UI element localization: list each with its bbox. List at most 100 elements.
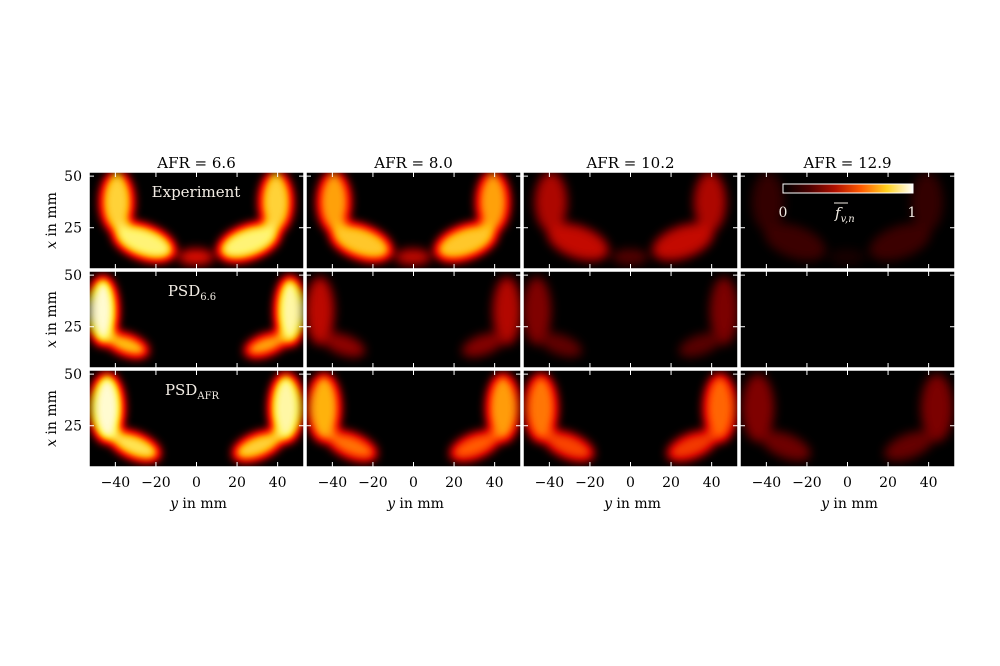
x-tick-label: 0: [626, 475, 635, 491]
y-axis-label: x in mm: [44, 192, 60, 249]
heat-layer: [740, 271, 955, 368]
heat-field: [89, 370, 304, 467]
heat-layer: [306, 271, 521, 368]
heatmap-panel: [522, 369, 739, 468]
x-tick-label: 40: [920, 475, 938, 491]
heat-layer: [740, 370, 955, 467]
heat-blob: [477, 172, 509, 232]
heat-field: [306, 172, 521, 269]
heat-blob: [260, 172, 292, 232]
heat-layer: [523, 370, 738, 467]
heat-blob: [764, 223, 826, 261]
heat-blob: [757, 332, 799, 358]
heat-blob: [540, 332, 582, 358]
x-tick-label: 40: [703, 475, 721, 491]
heat-blob: [450, 431, 500, 461]
heatmap-panel: [739, 270, 956, 369]
heat-blob: [91, 374, 123, 442]
heat-layer: [89, 271, 304, 368]
heatmap-panel: [88, 369, 305, 468]
heat-blob: [761, 431, 811, 461]
heat-layer: [306, 172, 521, 269]
x-axis-label: y in mm: [386, 496, 444, 512]
heatmap-panel: [305, 369, 522, 468]
y-tick-label: 25: [64, 419, 82, 435]
heatmap-panel: [522, 270, 739, 369]
heat-blob: [306, 277, 334, 345]
column-title: AFR = 12.9: [802, 154, 891, 172]
panel-frame: [522, 270, 739, 369]
heat-blob: [435, 223, 497, 261]
heat-blob: [218, 223, 280, 261]
y-tick-label: 50: [64, 367, 82, 383]
row-label: PSD6.6: [168, 282, 216, 303]
x-tick-label: 20: [228, 475, 246, 491]
heatmap-panel: [305, 270, 522, 369]
heat-blob: [896, 332, 938, 358]
heat-field: [89, 172, 304, 269]
heat-field: [523, 172, 738, 269]
x-axis-label: y in mm: [169, 496, 227, 512]
colorbar: 0 1 fv,n: [779, 183, 916, 225]
heat-blob: [318, 172, 350, 232]
heat-blob: [233, 431, 283, 461]
heat-field: [306, 271, 521, 368]
panel-frame: [88, 270, 305, 369]
heat-blob: [178, 249, 214, 265]
heat-layer: [89, 172, 304, 269]
heat-blob: [679, 332, 721, 358]
heat-layer: [523, 172, 738, 269]
heat-blob: [323, 332, 365, 358]
panel-frame: [88, 369, 305, 468]
panel-frame: [522, 369, 739, 468]
heat-blob: [544, 431, 594, 461]
heat-field: [740, 370, 955, 467]
heat-blob: [276, 277, 304, 345]
heat-blob: [487, 374, 519, 442]
axis-labels: AFR = 6.6 AFR = 8.0 AFR = 10.2 AFR = 12.9 Ex…: [44, 154, 938, 512]
heat-blob: [740, 277, 768, 345]
heat-blob: [911, 172, 943, 232]
heatmap-panels: [88, 171, 956, 468]
y-tick-label: 25: [64, 221, 82, 237]
x-axis-label: y in mm: [820, 496, 878, 512]
heat-field: [306, 370, 521, 467]
x-tick-label: −20: [575, 475, 605, 491]
heat-layer: [306, 370, 521, 467]
heatmap-panel: [739, 369, 956, 468]
x-tick-label: −20: [358, 475, 388, 491]
heat-blob: [308, 374, 340, 442]
heat-blob: [113, 223, 175, 261]
heat-field: [523, 370, 738, 467]
heat-blob: [89, 277, 117, 345]
heat-field: [89, 271, 304, 368]
heat-blob: [493, 277, 521, 345]
heat-layer: [89, 370, 304, 467]
heat-blob: [752, 172, 784, 232]
heat-blob: [330, 223, 392, 261]
x-tick-label: 20: [445, 475, 463, 491]
heat-blob: [523, 277, 551, 345]
heat-field: [523, 271, 738, 368]
heat-blob: [110, 431, 160, 461]
row-label: PSDAFR: [165, 381, 220, 402]
heat-field: [740, 271, 955, 368]
panel-frame: [305, 171, 522, 270]
x-tick-label: 0: [843, 475, 852, 491]
heat-blob: [270, 374, 302, 442]
heat-blob: [525, 374, 557, 442]
y-tick-label: 50: [64, 169, 82, 185]
column-title: AFR = 10.2: [585, 154, 674, 172]
x-tick-label: −40: [752, 475, 782, 491]
row-label: Experiment: [152, 183, 241, 201]
x-tick-label: 0: [409, 475, 418, 491]
x-tick-label: −20: [141, 475, 171, 491]
heat-blob: [535, 172, 567, 232]
heat-blob: [694, 172, 726, 232]
heatmap-panel: [522, 171, 739, 270]
colorbar-gradient: [782, 183, 914, 194]
x-tick-label: 0: [192, 475, 201, 491]
panel-frame: [305, 270, 522, 369]
heat-blob: [829, 249, 865, 265]
